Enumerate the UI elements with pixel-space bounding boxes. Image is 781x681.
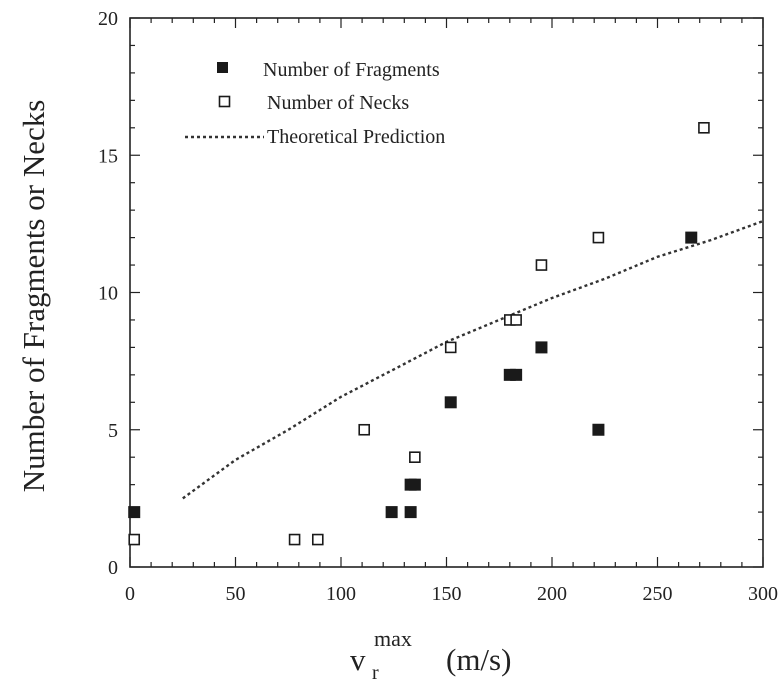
fragment-point (129, 507, 140, 518)
y-tick-label: 0 (108, 557, 118, 579)
neck-point (593, 233, 603, 243)
legend-marker-fragments (217, 62, 228, 73)
fragment-point (386, 507, 397, 518)
theoretical-prediction-line (183, 221, 763, 498)
fragment-point (409, 479, 420, 490)
neck-point (410, 452, 420, 462)
y-tick-label: 20 (98, 8, 118, 30)
x-tick-label: 250 (643, 583, 673, 605)
neck-point (290, 535, 300, 545)
y-tick-label: 5 (108, 420, 118, 442)
fragment-point (536, 342, 547, 353)
data-points (129, 123, 709, 545)
fragment-point (405, 507, 416, 518)
neck-point (536, 260, 546, 270)
fragment-point (686, 232, 697, 243)
x-tick-label: 150 (432, 583, 462, 605)
x-axis-title-superscript: max (374, 626, 412, 651)
theoretical-curve (183, 221, 763, 498)
fragment-point (511, 369, 522, 380)
legend-marker-necks (220, 97, 230, 107)
x-axis-title-subscript: r (372, 662, 379, 681)
y-axis-title: Number of Fragments or Necks (16, 100, 51, 493)
x-tick-label: 0 (125, 583, 135, 605)
fragment-point (445, 397, 456, 408)
x-axis-title-unit: (m/s) (446, 642, 511, 677)
legend: Number of Fragments Number of Necks Theo… (185, 59, 445, 148)
neck-point (359, 425, 369, 435)
neck-point (511, 315, 521, 325)
x-tick-label: 300 (748, 583, 778, 605)
legend-label-fragments: Number of Fragments (263, 59, 440, 81)
neck-point (446, 342, 456, 352)
neck-point (129, 535, 139, 545)
neck-point (699, 123, 709, 133)
y-tick-label: 10 (98, 283, 118, 305)
x-tick-label: 200 (537, 583, 567, 605)
x-tick-label: 50 (226, 583, 246, 605)
y-axis: 0 5 10 15 20 (98, 8, 763, 579)
legend-label-necks: Number of Necks (267, 92, 409, 114)
legend-label-theory: Theoretical Prediction (267, 126, 445, 148)
x-axis-title-base: v (350, 642, 366, 677)
y-tick-label: 15 (98, 145, 118, 167)
neck-point (313, 535, 323, 545)
fragment-point (593, 424, 604, 435)
x-tick-label: 100 (326, 583, 356, 605)
